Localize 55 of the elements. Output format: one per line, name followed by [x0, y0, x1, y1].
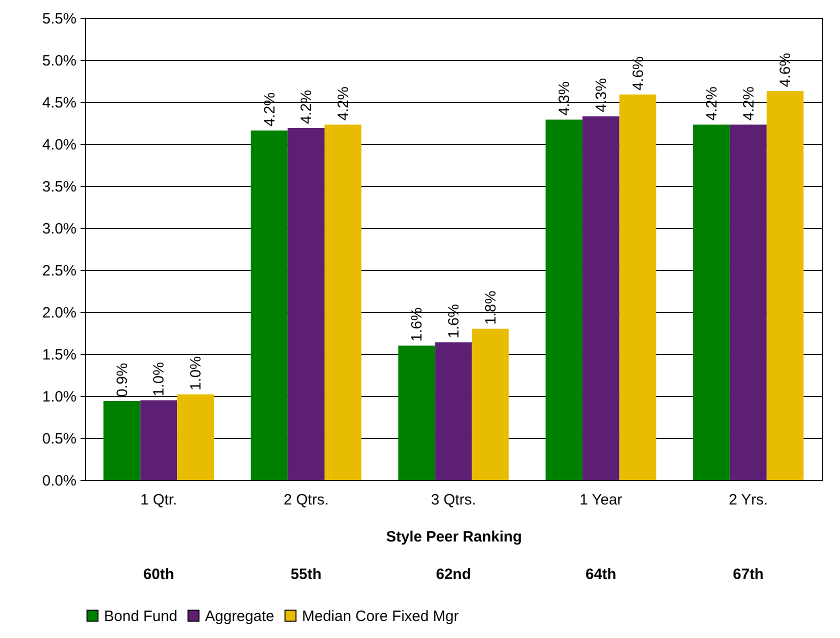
text: 55th	[290, 566, 322, 583]
y-tick-label: 3.5%	[42, 178, 76, 196]
y-tick-label: 1.5%	[42, 346, 76, 364]
data-label: 1.0%	[188, 356, 205, 390]
x-axis-title: Style Peer Ranking	[386, 528, 522, 546]
bar	[472, 328, 509, 480]
y-tick-label: 1.0%	[42, 388, 76, 406]
y-tick-label: 3.0%	[42, 220, 76, 238]
bar	[324, 124, 362, 480]
bar	[140, 400, 178, 480]
text: 67th	[732, 566, 764, 583]
data-label: 0.9%	[114, 362, 131, 398]
data-label: 4.2%	[703, 86, 720, 121]
bar	[177, 394, 214, 480]
bar	[546, 120, 582, 480]
y-tick-label: 5.5%	[42, 10, 76, 28]
y-tick-label: 0.0%	[42, 472, 76, 490]
data-label: 4.6%	[777, 52, 794, 88]
bar	[250, 130, 288, 480]
bar	[288, 128, 325, 480]
data-label: 4.2%	[298, 90, 316, 124]
y-tick-label: 0.5%	[42, 430, 76, 448]
y-tick-label: 4.5%	[42, 94, 76, 112]
data-label: 4.3%	[592, 78, 610, 112]
bar	[398, 346, 436, 480]
x-tick-label: 2 Yrs.	[728, 492, 768, 508]
y-tick-label: 2.0%	[42, 304, 76, 322]
data-label: 1.6%	[408, 307, 426, 342]
x-tick-label: 2 Qtrs.	[284, 492, 329, 508]
legend-label: Bond Fund	[104, 608, 178, 625]
text: 60th	[143, 566, 174, 583]
data-label: 4.2%	[334, 86, 352, 121]
data-label: 4.2%	[740, 86, 758, 121]
x-tick-label: 1 Year	[580, 492, 622, 508]
y-tick-label: 2.5%	[42, 262, 76, 280]
bar	[582, 116, 620, 480]
y-tick-label: 5.0%	[42, 52, 76, 70]
data-label: 1.8%	[482, 290, 500, 325]
data-label: 4.2%	[261, 92, 278, 127]
text: 64th	[585, 566, 616, 583]
bar	[766, 91, 804, 480]
bar	[693, 124, 730, 480]
bar	[103, 401, 140, 480]
data-label: 4.3%	[556, 81, 574, 116]
bar	[435, 342, 472, 480]
legend-label: Aggregate	[205, 608, 274, 625]
bar	[619, 94, 656, 480]
bar	[730, 124, 767, 480]
text: 62nd	[436, 566, 472, 583]
data-label: 1.6%	[446, 304, 462, 338]
data-label: 1.0%	[150, 362, 168, 396]
x-tick-label: 1 Qtr.	[140, 492, 178, 508]
x-tick-label: 3 Qtrs.	[430, 492, 476, 508]
y-tick-label: 4.0%	[42, 136, 76, 154]
legend-label: Median Core Fixed Mgr	[302, 608, 459, 625]
